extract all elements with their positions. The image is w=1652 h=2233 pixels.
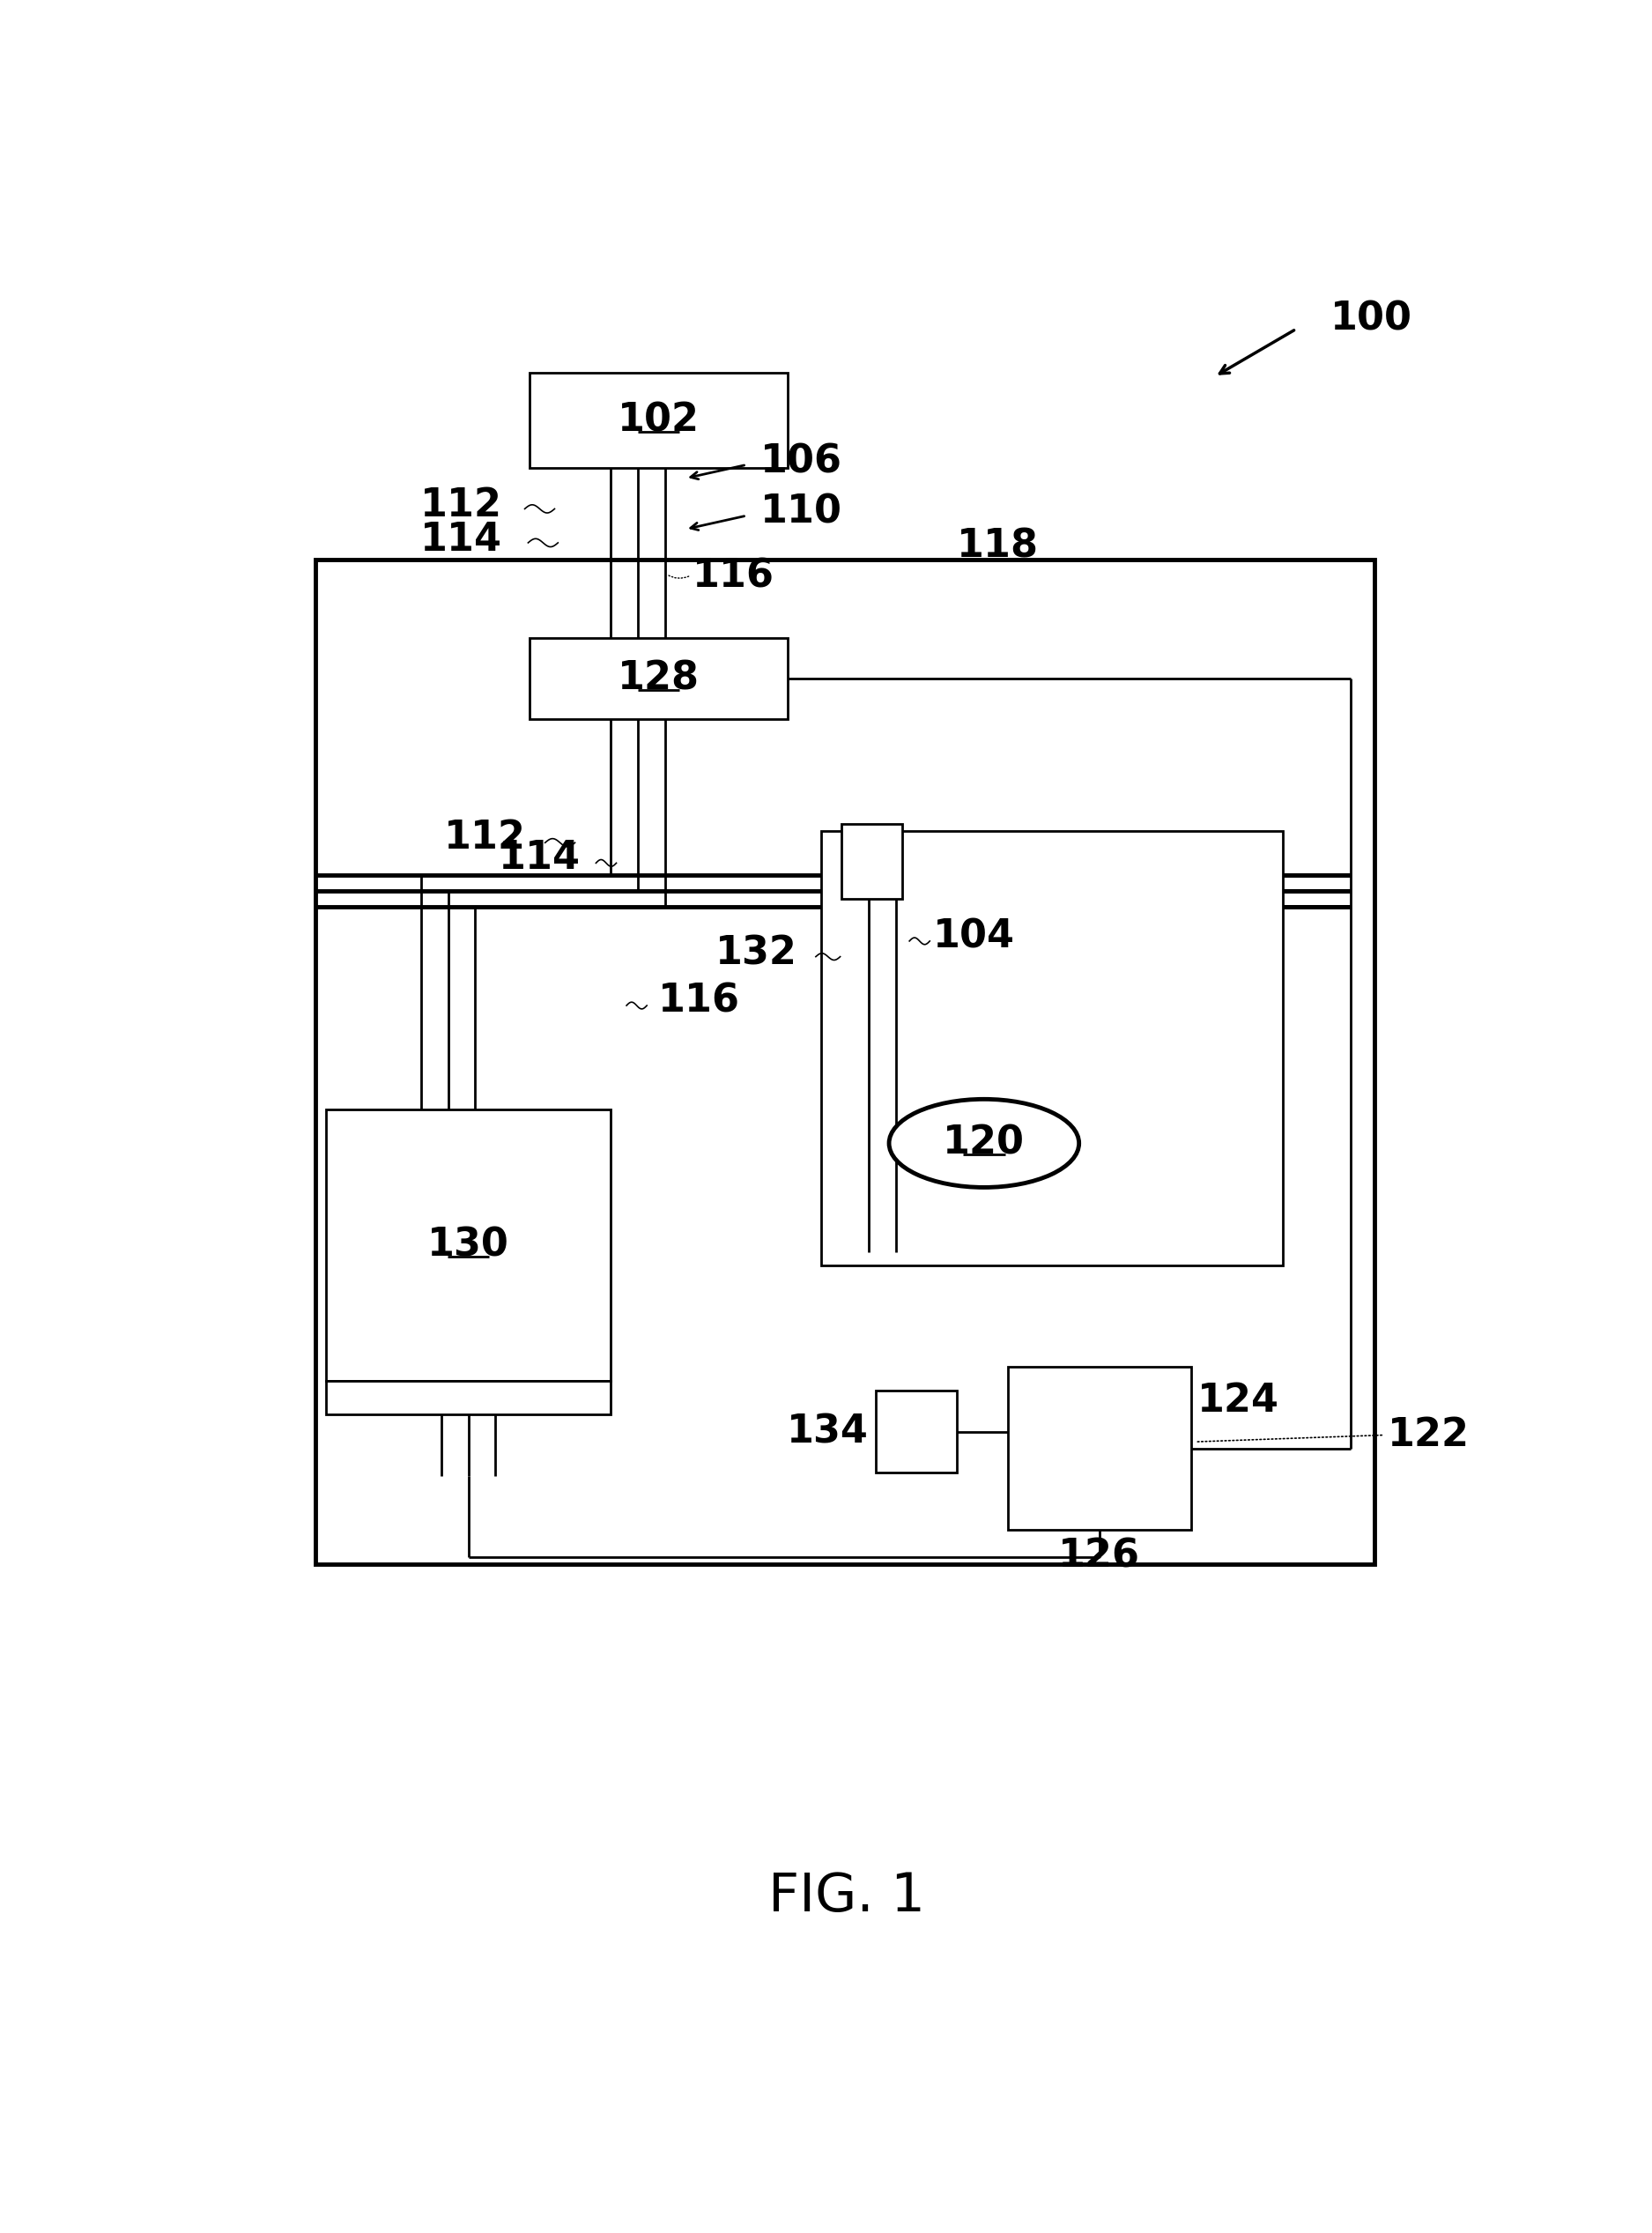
Text: 130: 130: [428, 1226, 509, 1264]
Text: 106: 106: [760, 442, 843, 480]
Text: 116: 116: [659, 983, 740, 1020]
Text: 124: 124: [1198, 1382, 1280, 1420]
Text: 120: 120: [943, 1125, 1024, 1161]
Bar: [530, 639, 788, 719]
Text: 134: 134: [786, 1413, 869, 1451]
Bar: [821, 831, 1282, 1266]
Bar: [316, 560, 1374, 1563]
Bar: [325, 1110, 611, 1380]
Text: 112: 112: [444, 820, 525, 857]
Text: FIG. 1: FIG. 1: [768, 1871, 925, 1923]
Text: 116: 116: [692, 558, 775, 596]
Text: 114: 114: [420, 520, 502, 558]
Text: 128: 128: [618, 659, 699, 697]
Text: 102: 102: [618, 402, 699, 440]
Text: 122: 122: [1388, 1416, 1470, 1454]
Text: 126: 126: [1059, 1536, 1140, 1574]
Bar: [325, 1380, 611, 1416]
Ellipse shape: [889, 1099, 1079, 1188]
Bar: [1008, 1367, 1191, 1530]
Text: 104: 104: [933, 918, 1014, 956]
Text: 132: 132: [715, 933, 798, 971]
Text: 112: 112: [420, 487, 502, 525]
Bar: [841, 824, 902, 900]
Bar: [876, 1391, 957, 1472]
Text: 118: 118: [957, 527, 1039, 565]
Text: 100: 100: [1330, 299, 1412, 337]
Text: 114: 114: [499, 840, 580, 878]
Bar: [530, 373, 788, 469]
Text: 110: 110: [760, 493, 843, 531]
